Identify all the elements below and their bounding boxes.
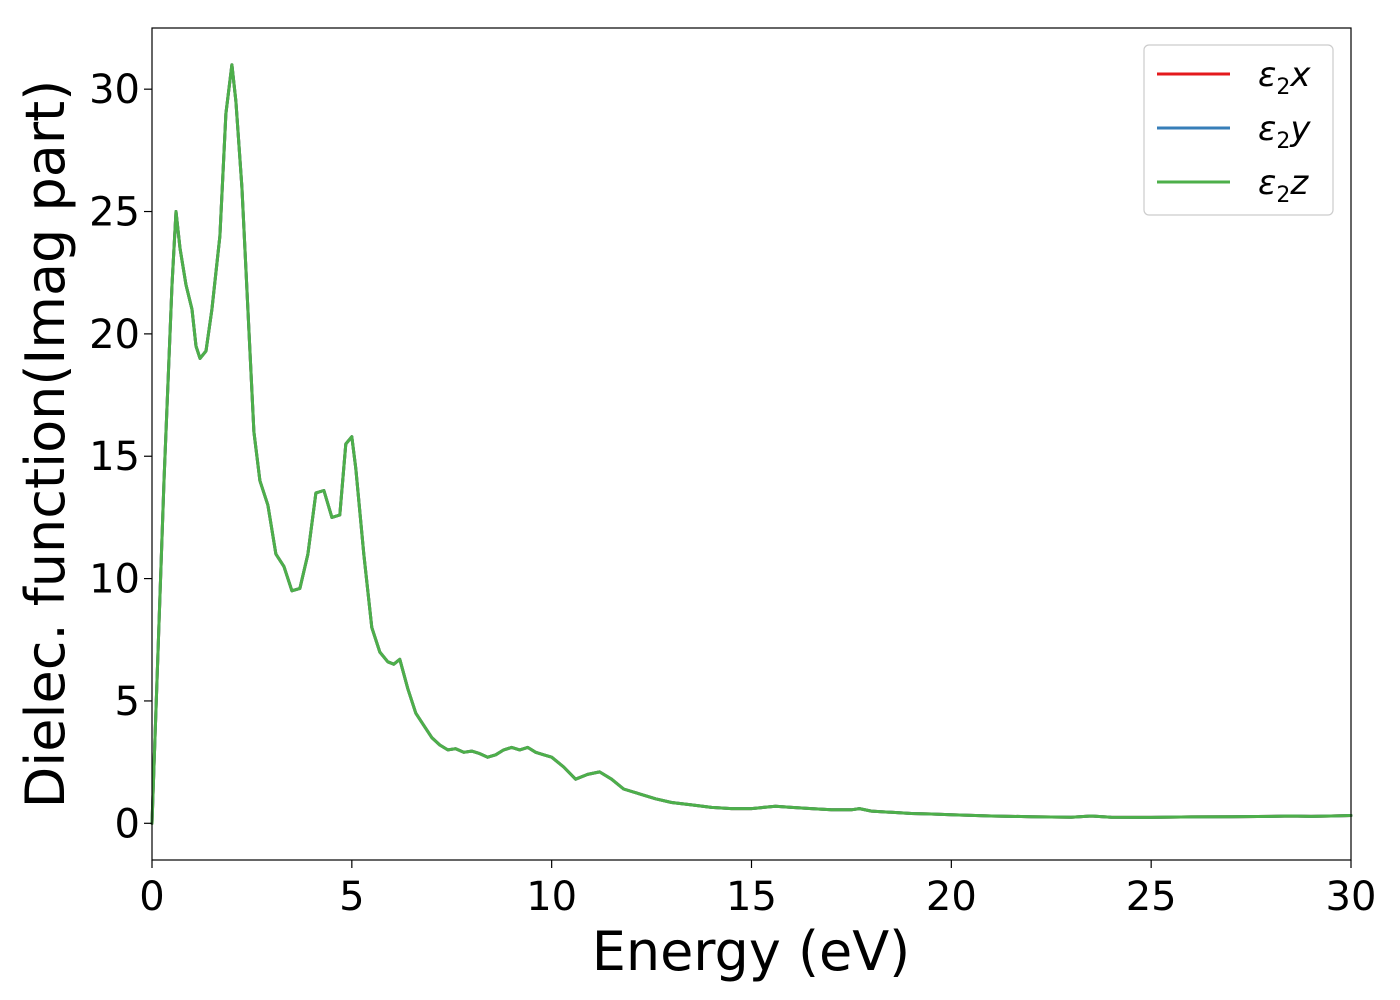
y-tick-label: 25 <box>89 190 140 236</box>
y-tick-label: 30 <box>89 67 140 113</box>
y-tick-label: 10 <box>89 557 140 603</box>
legend-label-z: ε2z <box>1258 163 1309 208</box>
legend: ε2x ε2y ε2z <box>1143 44 1334 216</box>
series-layer <box>150 63 1353 825</box>
x-tick-label: 15 <box>726 874 777 920</box>
y-tick-label: 0 <box>115 801 140 847</box>
series-line-ε₂z <box>150 63 1353 825</box>
x-tick-label: 20 <box>926 874 977 920</box>
x-tick-label: 25 <box>1126 874 1177 920</box>
x-tick-label: 10 <box>526 874 577 920</box>
y-axis-ticks: 0 5 10 15 20 25 30 <box>89 67 152 847</box>
x-axis-ticks: 0 5 10 15 20 25 30 <box>139 860 1376 920</box>
y-tick-label: 20 <box>89 312 140 358</box>
x-tick-label: 5 <box>339 874 364 920</box>
y-tick-label: 15 <box>89 434 140 480</box>
legend-label-x: ε2x <box>1258 55 1311 100</box>
x-tick-label: 30 <box>1326 874 1377 920</box>
x-axis-label: Energy (eV) <box>592 920 911 983</box>
legend-label-y: ε2y <box>1258 109 1311 154</box>
x-tick-label: 0 <box>139 874 164 920</box>
y-tick-label: 5 <box>115 679 140 725</box>
legend-box <box>1143 44 1334 216</box>
y-axis-label: Dielec. function(Imag part) <box>14 80 77 809</box>
